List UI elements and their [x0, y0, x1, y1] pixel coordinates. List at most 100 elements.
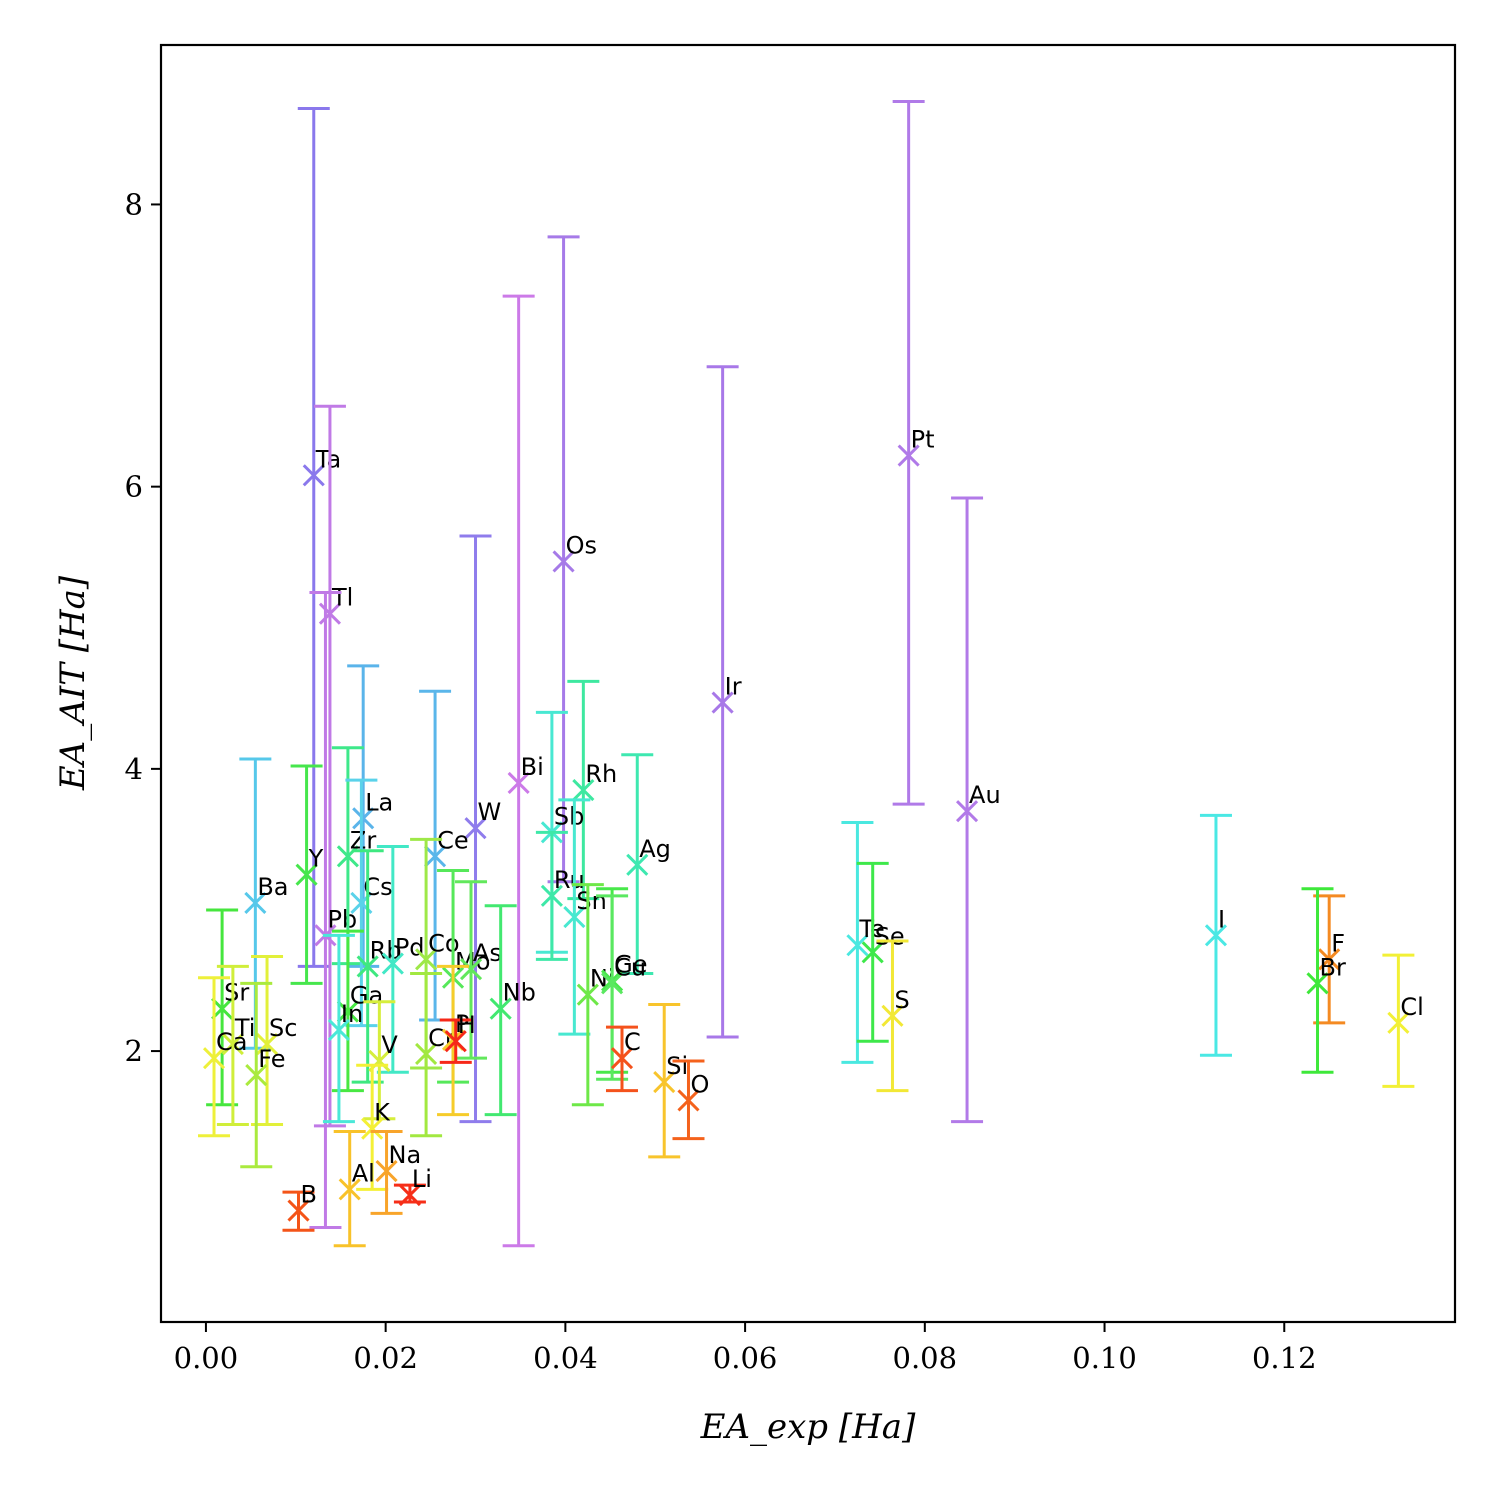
marker-x-stroke: [846, 934, 869, 957]
point-label: Br: [1320, 953, 1346, 981]
marker-x-stroke: [601, 972, 624, 995]
y-tick-label: 4: [125, 752, 143, 786]
marker-x-stroke: [1204, 924, 1228, 947]
point-label: Cu: [614, 953, 646, 981]
point-sc: Sc: [251, 955, 297, 1126]
point-na: Na: [370, 1130, 422, 1215]
point-label: As: [473, 939, 502, 967]
point-label: Sn: [576, 887, 606, 915]
point-bi: Bi: [502, 294, 544, 1248]
point-label: Si: [666, 1052, 688, 1080]
point-label: F: [1331, 929, 1345, 957]
point-label: Cl: [1400, 993, 1423, 1021]
point-li: Li: [393, 1165, 432, 1207]
data-marks: TaPtOsTlIrBiWAuPbLaCeZrYCsBaRhSbAgRuSnRb…: [198, 99, 1424, 1248]
marker-x-stroke: [576, 983, 599, 1006]
marker-x-stroke: [327, 1018, 350, 1041]
marker-x-stroke: [507, 771, 530, 795]
point-label: S: [894, 986, 909, 1014]
point-label: Na: [389, 1141, 422, 1169]
marker-x-stroke: [626, 853, 649, 876]
marker-x-stroke: [255, 1032, 279, 1056]
marker-x-stroke: [540, 884, 563, 907]
marker-x-stroke: [287, 1199, 310, 1222]
point-label: K: [374, 1099, 391, 1127]
point-ru: Ru: [535, 830, 585, 961]
marker-x-stroke: [563, 905, 586, 929]
marker-x-stroke: [245, 1064, 268, 1087]
x-tick-label: 0.00: [174, 1341, 239, 1375]
point-label: Pd: [395, 934, 425, 962]
point-as: As: [455, 880, 502, 1060]
point-label: Fe: [258, 1045, 285, 1073]
point-pt: Pt: [892, 99, 935, 806]
point-label: Y: [308, 845, 324, 873]
x-tick-label: 0.12: [1252, 1341, 1317, 1375]
point-i: I: [1199, 813, 1232, 1057]
point-label: Ta: [315, 445, 341, 473]
point-c: C: [605, 1025, 641, 1093]
marker-x-stroke: [1318, 948, 1341, 971]
marker-x-stroke: [464, 817, 487, 840]
point-label: Ag: [639, 835, 671, 863]
marker-x-stroke: [318, 602, 341, 625]
y-axis: 2 4 6 8: [125, 187, 161, 1068]
plot-frame: [159, 43, 1457, 1324]
point-rb: Rb: [351, 849, 402, 1084]
point-sn: Sn: [558, 798, 607, 1036]
x-tick-label: 0.02: [353, 1341, 418, 1375]
y-tick-label: 8: [125, 187, 143, 221]
x-axis-label: EA_exp [Ha]: [700, 1407, 916, 1447]
x-axis: 0.00 0.02 0.04 0.06 0.08 0.10 0.12: [174, 1322, 1317, 1375]
marker-x-stroke: [381, 952, 404, 975]
x-tick-label: 0.06: [713, 1341, 778, 1375]
marker-x-stroke: [1306, 972, 1329, 995]
marker-x-stroke: [375, 1159, 398, 1183]
y-tick-label: 6: [125, 470, 143, 504]
point-label: Tl: [331, 584, 353, 612]
marker-x-stroke: [459, 958, 483, 981]
point-label: I: [1218, 905, 1225, 933]
marker-x-stroke: [552, 550, 575, 573]
point-cl: Cl: [1382, 953, 1424, 1088]
point-o: O: [672, 1059, 709, 1141]
point-label: Se: [875, 922, 905, 950]
point-label: Li: [412, 1165, 432, 1193]
point-ag: Ag: [621, 753, 671, 975]
point-label: Ce: [437, 826, 469, 854]
marker-x-stroke: [677, 1089, 700, 1112]
point-label: Ru: [554, 866, 585, 894]
y-tick-label: 2: [125, 1034, 143, 1068]
marker-x-stroke: [295, 863, 318, 886]
point-label: Ga: [350, 982, 383, 1010]
point-y: Y: [290, 764, 324, 985]
point-label: Ba: [257, 873, 288, 901]
point-w: W: [459, 534, 501, 1124]
point-label: C: [624, 1028, 641, 1056]
marker-x-stroke: [356, 955, 379, 978]
marker-x-stroke: [361, 1117, 384, 1140]
point-ta: Ta: [297, 106, 341, 968]
point-label: Pt: [911, 426, 935, 454]
point-label: Rh: [585, 760, 617, 788]
point-cr: Cr: [410, 971, 455, 1138]
point-nb: Nb: [484, 904, 536, 1117]
point-label: Au: [969, 781, 1001, 809]
marker-x-stroke: [398, 1183, 421, 1207]
point-label: V: [381, 1031, 398, 1059]
marker-x-stroke: [221, 1032, 244, 1056]
point-label: In: [341, 1000, 363, 1028]
marker-x-stroke: [653, 1071, 676, 1094]
point-tl: Tl: [313, 404, 353, 1128]
marker-x-stroke: [861, 941, 884, 964]
point-se: Se: [856, 861, 905, 1043]
y-axis-label: EA_AIT [Ha]: [53, 575, 93, 791]
point-label: O: [690, 1070, 709, 1098]
point-al: Al: [333, 1130, 375, 1248]
marker-x-stroke: [572, 778, 595, 802]
point-label: B: [300, 1181, 316, 1209]
point-s: S: [876, 939, 910, 1093]
marker-x-stroke: [711, 691, 734, 714]
marker-x-stroke: [336, 1000, 359, 1023]
point-au: Au: [951, 496, 1001, 1124]
